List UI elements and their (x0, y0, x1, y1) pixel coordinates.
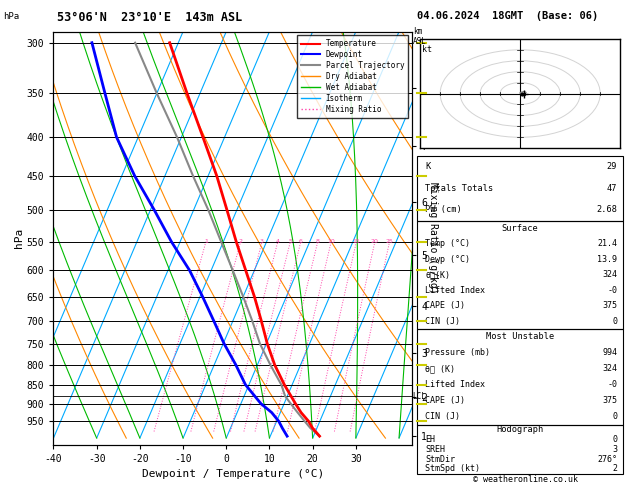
Text: CIN (J): CIN (J) (425, 412, 460, 421)
Text: 15: 15 (352, 239, 360, 243)
Text: Lifted Index: Lifted Index (425, 286, 486, 295)
Text: 10: 10 (327, 239, 335, 243)
Text: 25: 25 (386, 239, 394, 243)
Text: Hodograph: Hodograph (496, 425, 544, 434)
Text: CAPE (J): CAPE (J) (425, 301, 465, 311)
Text: SREH: SREH (425, 445, 445, 453)
Bar (417, 156, 623, 221)
Text: 4: 4 (276, 239, 280, 243)
Text: © weatheronline.co.uk: © weatheronline.co.uk (473, 474, 577, 484)
Text: 29: 29 (606, 162, 617, 171)
Bar (417, 221, 623, 329)
Text: 1: 1 (204, 239, 208, 243)
Text: 0: 0 (612, 435, 617, 444)
Text: 375: 375 (602, 301, 617, 311)
Text: StmSpd (kt): StmSpd (kt) (425, 465, 481, 473)
Text: StmDir: StmDir (425, 454, 455, 464)
Y-axis label: hPa: hPa (14, 228, 24, 248)
Legend: Temperature, Dewpoint, Parcel Trajectory, Dry Adiabat, Wet Adiabat, Isotherm, Mi: Temperature, Dewpoint, Parcel Trajectory… (297, 35, 408, 118)
Bar (417, 329, 623, 424)
Text: CAPE (J): CAPE (J) (425, 396, 465, 405)
Text: 8: 8 (316, 239, 320, 243)
Text: K: K (425, 162, 430, 171)
Text: Pressure (mb): Pressure (mb) (425, 348, 490, 357)
Text: 324: 324 (602, 364, 617, 373)
Text: 0: 0 (612, 412, 617, 421)
Text: Temp (°C): Temp (°C) (425, 240, 470, 248)
Text: 375: 375 (602, 396, 617, 405)
Text: 2: 2 (612, 465, 617, 473)
Text: 04.06.2024  18GMT  (Base: 06): 04.06.2024 18GMT (Base: 06) (417, 11, 598, 21)
Text: 276°: 276° (597, 454, 617, 464)
Text: 53°06'N  23°10'E  143m ASL: 53°06'N 23°10'E 143m ASL (57, 11, 242, 24)
Text: Totals Totals: Totals Totals (425, 184, 494, 192)
Bar (417, 424, 623, 474)
Text: Most Unstable: Most Unstable (486, 332, 554, 342)
Text: -0: -0 (607, 380, 617, 389)
Text: 324: 324 (602, 270, 617, 279)
Text: 47: 47 (606, 184, 617, 192)
Text: 2: 2 (238, 239, 243, 243)
Text: 5: 5 (288, 239, 292, 243)
Text: 20: 20 (371, 239, 379, 243)
Text: 3: 3 (612, 445, 617, 453)
Text: Dewp (°C): Dewp (°C) (425, 255, 470, 264)
Text: EH: EH (425, 435, 435, 444)
Text: θᴇ(K): θᴇ(K) (425, 270, 450, 279)
Text: Lifted Index: Lifted Index (425, 380, 486, 389)
Text: kt: kt (422, 46, 432, 54)
Text: 21.4: 21.4 (597, 240, 617, 248)
Text: Surface: Surface (502, 224, 538, 233)
Text: -0: -0 (607, 286, 617, 295)
Text: CIN (J): CIN (J) (425, 317, 460, 326)
Text: 13.9: 13.9 (597, 255, 617, 264)
Text: 994: 994 (602, 348, 617, 357)
Text: 2.68: 2.68 (596, 206, 617, 214)
X-axis label: Dewpoint / Temperature (°C): Dewpoint / Temperature (°C) (142, 469, 324, 479)
Text: θᴇ (K): θᴇ (K) (425, 364, 455, 373)
Text: PW (cm): PW (cm) (425, 206, 462, 214)
Y-axis label: Mixing Ratio (g/kg): Mixing Ratio (g/kg) (428, 182, 438, 294)
Text: 0: 0 (612, 317, 617, 326)
Text: LCL: LCL (413, 392, 426, 400)
Text: 3: 3 (260, 239, 264, 243)
Text: 6: 6 (299, 239, 303, 243)
Text: hPa: hPa (3, 12, 19, 21)
Text: km
ASL: km ASL (413, 27, 427, 46)
